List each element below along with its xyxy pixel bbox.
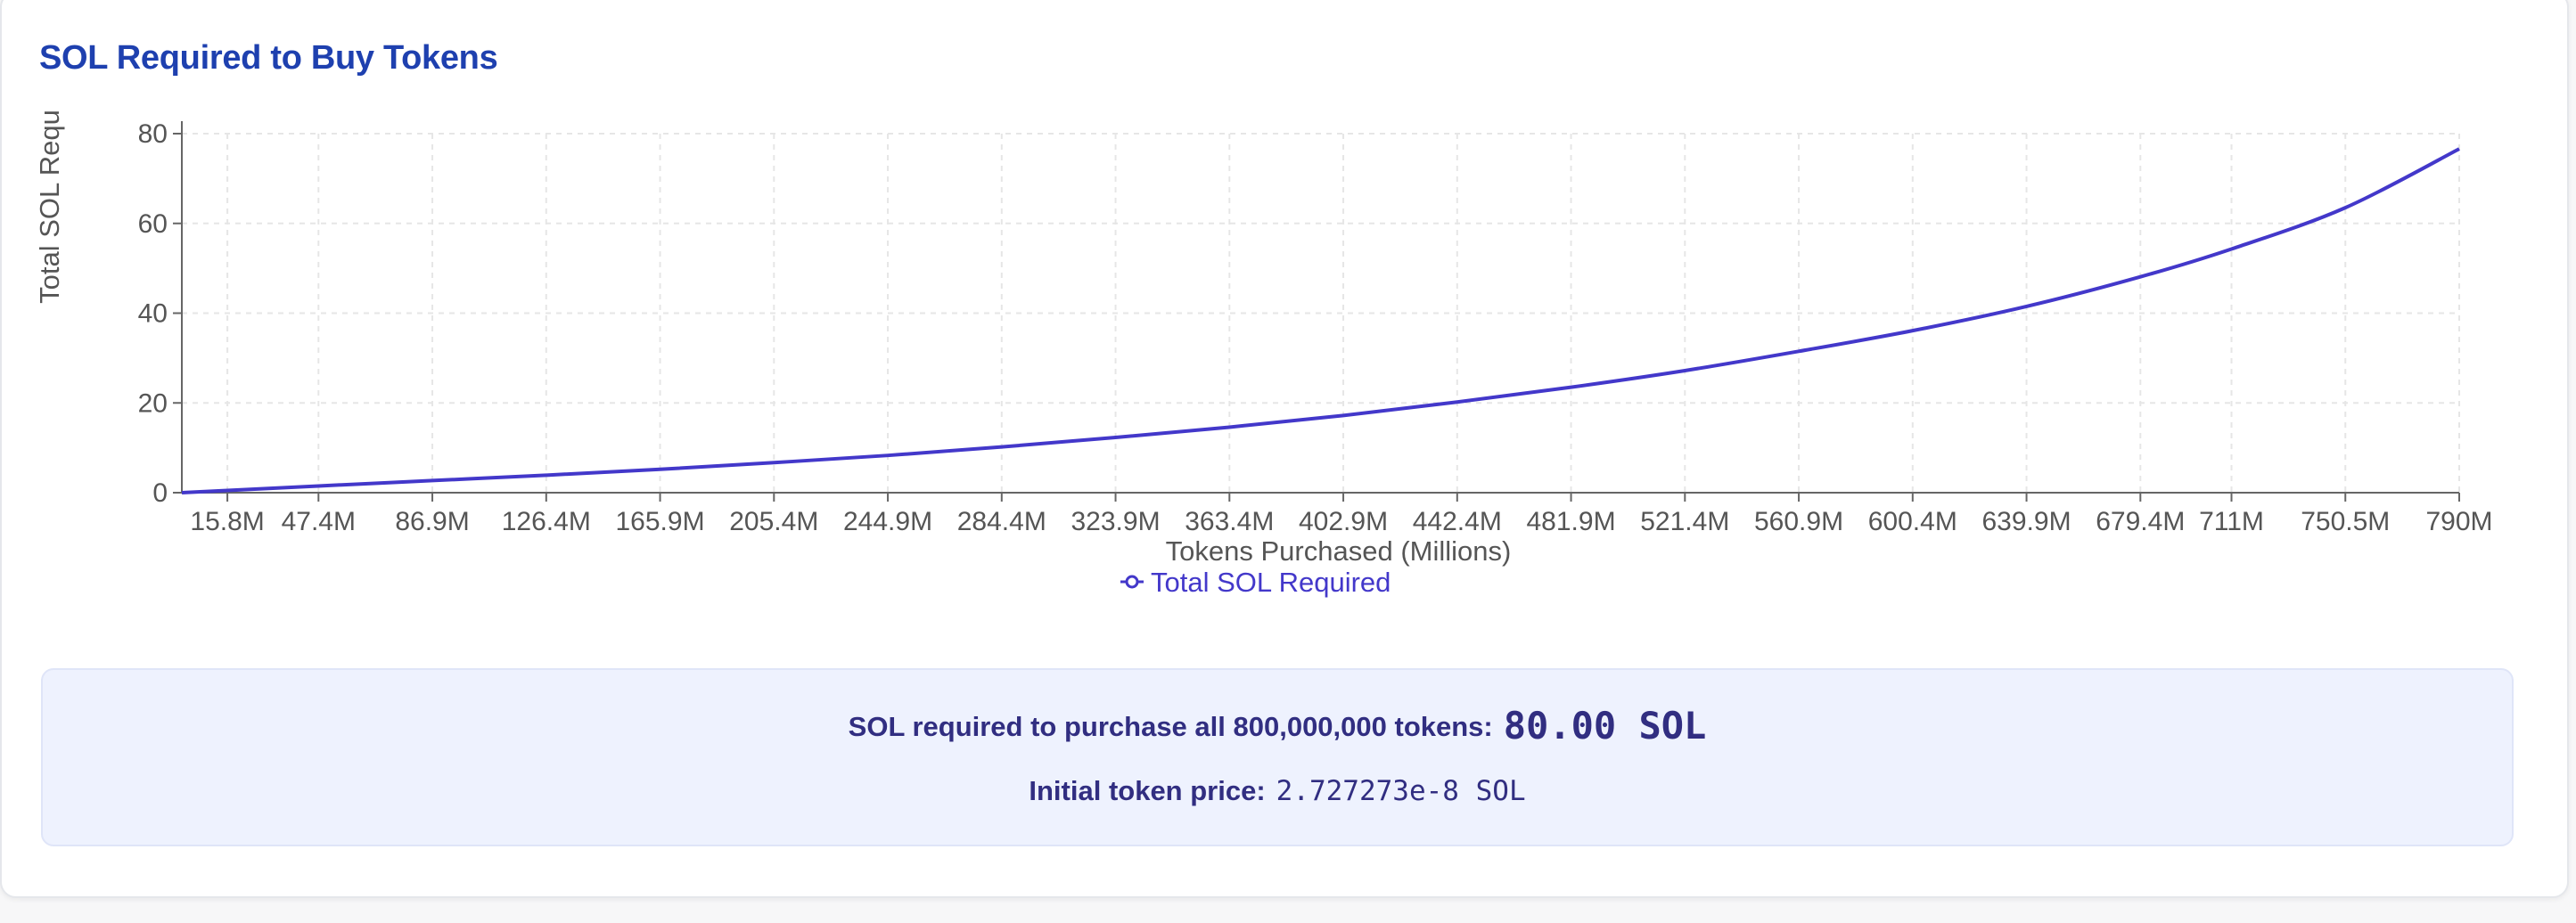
x-tick-label: 560.9M	[1754, 507, 1843, 536]
y-tick-label: 40	[138, 299, 168, 329]
x-tick-label: 86.9M	[395, 507, 469, 536]
chart-title: SOL Required to Buy Tokens	[39, 39, 498, 77]
x-tick-label: 165.9M	[616, 507, 705, 536]
summary-panel: SOL required to purchase all 800,000,000…	[41, 668, 2514, 846]
x-axis-title: Tokens Purchased (Millions)	[1166, 535, 1512, 567]
x-tick-label: 679.4M	[2096, 507, 2185, 536]
x-tick-label: 442.4M	[1413, 507, 1502, 536]
x-tick-label: 323.9M	[1071, 507, 1161, 536]
legend-label: Total SOL Required	[1151, 567, 1391, 598]
y-tick-label: 60	[138, 209, 168, 239]
legend[interactable]: Total SOL Required	[1120, 567, 1391, 598]
purchase-value: 80.00 SOL	[1503, 704, 1707, 747]
x-tick-label: 790M	[2425, 507, 2492, 536]
x-tick-label: 126.4M	[502, 507, 591, 536]
chart-card: SOL Required to Buy Tokens 0 20 40 60 80 15.8…	[0, 0, 2569, 898]
price-label: Initial token price:	[1029, 775, 1266, 806]
price-summary: Initial token price: 2.727273e-8 SOL	[43, 775, 2512, 807]
series-layer	[181, 147, 2460, 494]
y-tick-label: 80	[138, 119, 168, 149]
tick-labels: 0 20 40 60 80 15.8M 47.4M 86.9M 126.4M 165.9M 205.…	[138, 119, 2493, 536]
x-tick-label: 205.4M	[729, 507, 818, 536]
legend-point-marker	[1125, 575, 1139, 589]
x-tick-label: 521.4M	[1640, 507, 1729, 536]
x-tick-label: 284.4M	[957, 507, 1046, 536]
y-axis-title: Total SOL Requ	[34, 110, 65, 304]
x-tick-label: 711M	[2199, 507, 2264, 536]
x-tick-label: 750.5M	[2301, 507, 2390, 536]
line-chart: 0 20 40 60 80 15.8M 47.4M 86.9M 126.4M 165.9M 205.…	[34, 110, 2493, 598]
x-tick-label: 15.8M	[190, 507, 264, 536]
x-tick-label: 481.9M	[1527, 507, 1616, 536]
y-tick-label: 20	[138, 388, 168, 418]
x-tick-label: 244.9M	[843, 507, 932, 536]
x-tick-label: 402.9M	[1299, 507, 1388, 536]
purchase-summary: SOL required to purchase all 800,000,000…	[43, 704, 2512, 747]
series-line-total-sol-required	[181, 147, 2460, 494]
axes	[173, 121, 2460, 502]
price-value: 2.727273e-8 SOL	[1276, 775, 1526, 807]
x-tick-label: 600.4M	[1868, 507, 1957, 536]
x-tick-label: 639.9M	[1982, 507, 2071, 536]
purchase-label: SOL required to purchase all 800,000,000…	[848, 711, 1493, 742]
y-tick-label: 0	[152, 478, 168, 508]
x-tick-label: 47.4M	[282, 507, 356, 536]
grid-lines	[182, 133, 2460, 493]
x-tick-label: 363.4M	[1185, 507, 1274, 536]
